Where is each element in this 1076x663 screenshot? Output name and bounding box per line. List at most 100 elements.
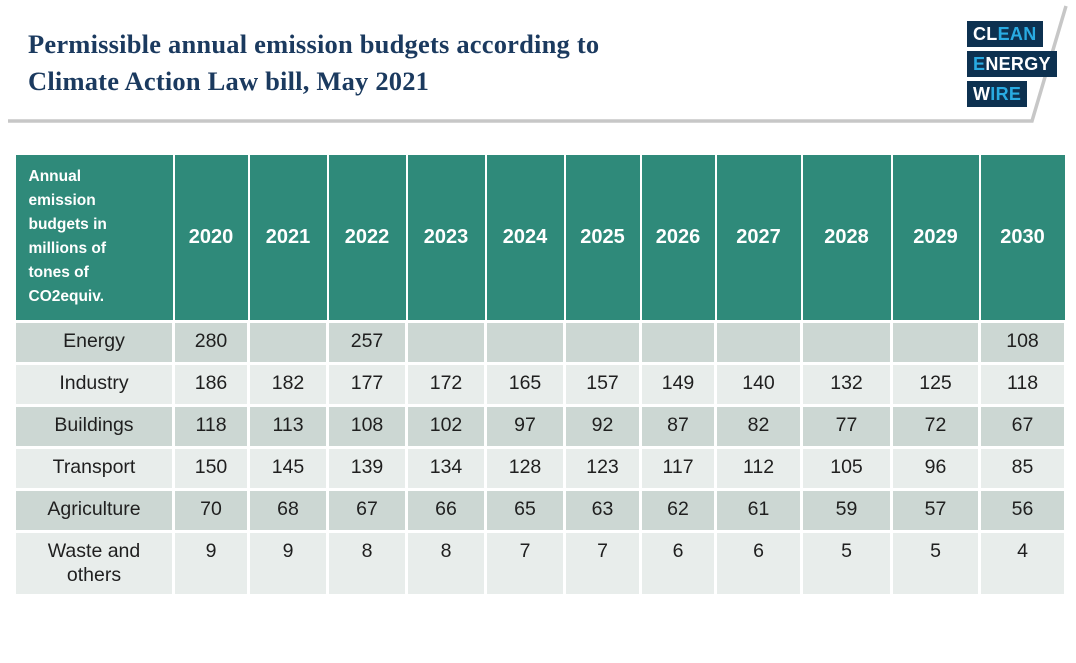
value-cell: 182	[247, 361, 329, 407]
value-cell: 139	[326, 445, 408, 491]
value-cell: 87	[639, 403, 717, 449]
value-cell	[800, 319, 893, 365]
year-header-2027: 2027	[714, 153, 803, 322]
value-cell: 59	[800, 487, 893, 533]
value-cell: 70	[172, 487, 250, 533]
value-cell: 67	[326, 487, 408, 533]
logo-letters: EAN	[997, 24, 1037, 44]
value-cell: 113	[247, 403, 329, 449]
value-cell: 66	[405, 487, 487, 533]
table-row: Industry 186 182 177 172 165 157 149 140 132 125 11…	[13, 361, 1067, 407]
value-cell: 150	[172, 445, 250, 491]
value-cell: 8	[405, 529, 487, 597]
row-label: Buildings	[13, 403, 175, 449]
logo-letters: IRE	[990, 84, 1022, 104]
value-cell: 9	[247, 529, 329, 597]
row-label: Energy	[13, 319, 175, 365]
year-header-2020: 2020	[172, 153, 250, 322]
value-cell: 112	[714, 445, 803, 491]
row-label: Agriculture	[13, 487, 175, 533]
value-cell: 108	[326, 403, 408, 449]
value-cell: 4	[978, 529, 1067, 597]
value-cell: 128	[484, 445, 566, 491]
value-cell: 9	[172, 529, 250, 597]
value-cell: 68	[247, 487, 329, 533]
value-cell: 186	[172, 361, 250, 407]
logo-word-wire: WIRE	[967, 81, 1028, 107]
year-header-2021: 2021	[247, 153, 329, 322]
value-cell	[639, 319, 717, 365]
value-cell: 5	[800, 529, 893, 597]
value-cell: 125	[890, 361, 981, 407]
table-header-row: Annual emission budgets in millions of t…	[13, 153, 1067, 322]
value-cell: 77	[800, 403, 893, 449]
year-header-2022: 2022	[326, 153, 408, 322]
year-header-2029: 2029	[890, 153, 981, 322]
value-cell	[890, 319, 981, 365]
value-cell: 157	[563, 361, 642, 407]
logo-letters: NERGY	[985, 54, 1051, 74]
table-row: Energy 280 257 108	[13, 319, 1067, 365]
logo-letters: CL	[973, 24, 998, 44]
value-cell: 62	[639, 487, 717, 533]
value-cell: 123	[563, 445, 642, 491]
row-label: Transport	[13, 445, 175, 491]
table-corner-label: Annual emission budgets in millions of t…	[13, 153, 175, 322]
value-cell: 7	[563, 529, 642, 597]
logo-word-energy: ENERGY	[967, 51, 1057, 77]
value-cell: 172	[405, 361, 487, 407]
value-cell: 63	[563, 487, 642, 533]
value-cell: 57	[890, 487, 981, 533]
year-header-2030: 2030	[978, 153, 1067, 322]
value-cell	[405, 319, 487, 365]
value-cell: 67	[978, 403, 1067, 449]
value-cell: 108	[978, 319, 1067, 365]
year-header-2028: 2028	[800, 153, 893, 322]
value-cell: 134	[405, 445, 487, 491]
value-cell: 97	[484, 403, 566, 449]
clean-energy-wire-logo: CLEAN ENERGY WIRE	[967, 21, 1057, 111]
value-cell: 56	[978, 487, 1067, 533]
value-cell: 5	[890, 529, 981, 597]
year-header-2024: 2024	[484, 153, 566, 322]
table-row: Waste and others 9 9 8 8 7 7 6 6 5 5 4	[13, 529, 1067, 597]
value-cell: 72	[890, 403, 981, 449]
row-label: Waste and others	[13, 529, 175, 597]
value-cell: 105	[800, 445, 893, 491]
value-cell: 132	[800, 361, 893, 407]
year-header-2025: 2025	[563, 153, 642, 322]
value-cell: 280	[172, 319, 250, 365]
value-cell: 118	[978, 361, 1067, 407]
logo-letters: E	[973, 54, 986, 74]
emission-budget-table: Annual emission budgets in millions of t…	[13, 153, 1067, 597]
value-cell: 118	[172, 403, 250, 449]
table-row: Agriculture 70 68 67 66 65 63 62 61 59 57 56	[13, 487, 1067, 533]
table-row: Buildings 118 113 108 102 97 92 87 82 77 72 67	[13, 403, 1067, 449]
value-cell: 149	[639, 361, 717, 407]
year-header-2026: 2026	[639, 153, 717, 322]
value-cell	[714, 319, 803, 365]
value-cell: 65	[484, 487, 566, 533]
value-cell: 92	[563, 403, 642, 449]
value-cell: 85	[978, 445, 1067, 491]
logo-letters: W	[973, 84, 991, 104]
value-cell: 6	[639, 529, 717, 597]
value-cell: 177	[326, 361, 408, 407]
value-cell: 7	[484, 529, 566, 597]
value-cell	[563, 319, 642, 365]
value-cell: 257	[326, 319, 408, 365]
table-row: Transport 150 145 139 134 128 123 117 112 105 96 85	[13, 445, 1067, 491]
logo-word-clean: CLEAN	[967, 21, 1043, 47]
value-cell: 102	[405, 403, 487, 449]
value-cell: 117	[639, 445, 717, 491]
value-cell: 145	[247, 445, 329, 491]
value-cell: 96	[890, 445, 981, 491]
value-cell	[484, 319, 566, 365]
value-cell: 140	[714, 361, 803, 407]
value-cell: 82	[714, 403, 803, 449]
year-header-2023: 2023	[405, 153, 487, 322]
value-cell: 8	[326, 529, 408, 597]
page-title: Permissible annual emission budgets acco…	[28, 29, 600, 96]
row-label: Industry	[13, 361, 175, 407]
